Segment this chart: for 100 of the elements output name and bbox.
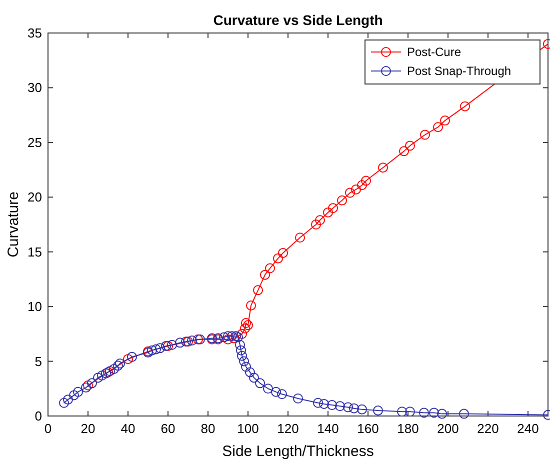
point xyxy=(219,332,229,342)
point xyxy=(236,345,246,356)
x-tick-label: 220 xyxy=(477,421,499,436)
point xyxy=(437,408,447,419)
point xyxy=(237,328,247,339)
point xyxy=(351,184,361,194)
point xyxy=(235,340,245,350)
x-tick-label: 100 xyxy=(237,421,259,436)
point xyxy=(87,378,97,388)
y-tick-label: 0 xyxy=(34,408,42,424)
point xyxy=(328,203,338,214)
x-tick-label: 0 xyxy=(44,421,52,436)
x-tick-label: 240 xyxy=(517,421,539,436)
point xyxy=(293,393,303,404)
point xyxy=(263,384,273,394)
point xyxy=(240,323,250,334)
point xyxy=(405,406,415,417)
point xyxy=(63,394,73,405)
point xyxy=(81,382,91,393)
point xyxy=(295,232,305,243)
y-axis-title: Curvature xyxy=(5,192,22,258)
point xyxy=(311,220,321,230)
point xyxy=(440,116,450,126)
point xyxy=(123,354,133,364)
point xyxy=(277,389,287,400)
point xyxy=(429,408,439,418)
x-tick-label: 140 xyxy=(317,421,339,436)
point xyxy=(115,358,125,368)
point xyxy=(223,334,233,344)
legend-label: Post Snap-Through xyxy=(407,64,512,78)
x-tick-label: 180 xyxy=(397,421,419,436)
y-tick-label: 10 xyxy=(28,299,42,314)
point xyxy=(175,338,185,348)
point xyxy=(460,101,470,112)
point xyxy=(433,122,443,132)
point xyxy=(343,402,353,412)
point xyxy=(399,146,409,156)
point xyxy=(253,285,263,296)
x-tick-label: 120 xyxy=(277,421,299,436)
point xyxy=(147,345,157,356)
point xyxy=(83,380,93,390)
point xyxy=(349,403,359,414)
point xyxy=(405,140,415,151)
point xyxy=(361,176,371,186)
point xyxy=(241,318,251,328)
point xyxy=(273,253,283,264)
point xyxy=(313,398,323,408)
point xyxy=(323,207,333,218)
point xyxy=(345,188,355,198)
y-tick-label: 15 xyxy=(28,244,42,260)
point xyxy=(249,372,259,383)
point xyxy=(97,370,107,381)
x-tick-label: 80 xyxy=(200,421,216,436)
point xyxy=(113,360,123,371)
y-tick-label: 5 xyxy=(34,354,42,369)
point xyxy=(237,350,247,361)
point xyxy=(59,398,69,408)
point xyxy=(255,378,265,388)
point xyxy=(187,335,197,346)
point xyxy=(420,130,430,140)
point xyxy=(239,356,249,366)
point xyxy=(397,406,407,417)
chart-title: Curvature vs Side Length xyxy=(213,12,383,28)
point xyxy=(271,386,281,397)
y-tick-label: 30 xyxy=(28,80,42,96)
point xyxy=(459,408,469,419)
point xyxy=(243,320,253,330)
point xyxy=(378,162,388,173)
y-tick-label: 20 xyxy=(28,190,42,205)
point xyxy=(419,408,429,418)
x-tick-label: 160 xyxy=(357,421,379,436)
point xyxy=(265,263,275,274)
x-tick-label: 200 xyxy=(437,421,459,436)
point xyxy=(278,248,288,258)
point xyxy=(335,401,345,412)
point xyxy=(260,270,270,280)
point xyxy=(151,344,161,354)
point xyxy=(357,404,367,414)
point xyxy=(327,400,337,410)
x-tick-label: 40 xyxy=(120,421,136,436)
x-tick-label: 20 xyxy=(80,421,96,436)
point xyxy=(246,300,256,310)
point xyxy=(223,331,233,342)
point xyxy=(373,406,383,416)
point xyxy=(109,364,119,374)
point xyxy=(357,180,367,190)
x-tick-label: 60 xyxy=(160,421,176,436)
point xyxy=(167,340,177,350)
point xyxy=(315,215,325,226)
x-axis-title: Side Length/Thickness xyxy=(222,443,374,460)
point xyxy=(241,362,251,372)
legend-label: Post-Cure xyxy=(407,45,462,59)
point xyxy=(337,195,347,206)
point xyxy=(127,352,137,362)
point xyxy=(155,343,165,354)
point xyxy=(69,390,79,400)
y-tick-label: 25 xyxy=(28,134,42,150)
point xyxy=(93,372,103,383)
point xyxy=(245,367,255,378)
point xyxy=(73,386,83,397)
